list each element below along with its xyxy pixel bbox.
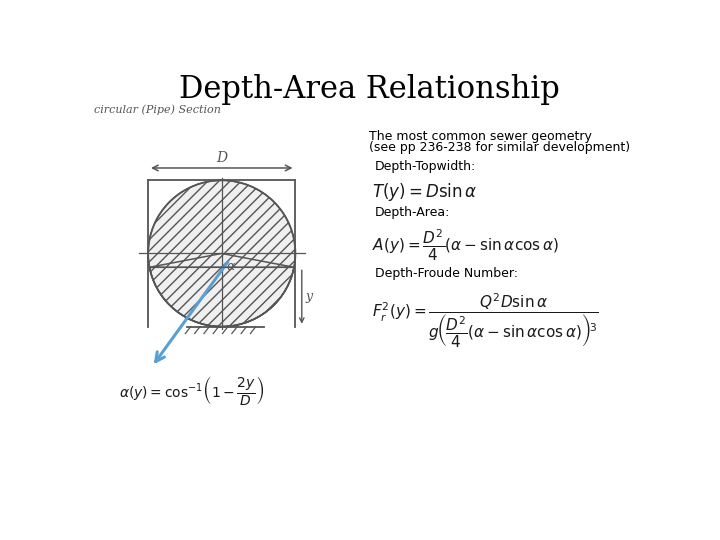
Text: Depth-Topwidth:: Depth-Topwidth: (375, 159, 477, 172)
Text: D: D (216, 151, 228, 165)
Polygon shape (148, 180, 295, 327)
Text: $A(y) = \dfrac{D^2}{4}(\alpha - \sin\alpha\cos\alpha)$: $A(y) = \dfrac{D^2}{4}(\alpha - \sin\alp… (372, 227, 559, 263)
Text: The most common sewer geometry: The most common sewer geometry (369, 130, 592, 143)
Text: (see pp 236-238 for similar development): (see pp 236-238 for similar development) (369, 141, 630, 154)
Text: $T(y) = D\sin\alpha$: $T(y) = D\sin\alpha$ (372, 181, 477, 203)
Text: $\alpha(y) = \cos^{-1}\!\left(1 - \dfrac{2y}{D}\right)$: $\alpha(y) = \cos^{-1}\!\left(1 - \dfrac… (120, 374, 265, 407)
Text: Depth-Froude Number:: Depth-Froude Number: (375, 267, 518, 280)
Text: Depth-Area:: Depth-Area: (375, 206, 451, 219)
Text: $\alpha$: $\alpha$ (226, 260, 236, 273)
Text: $F_r^2(y) = \dfrac{Q^2 D\sin\alpha}{g\!\left(\dfrac{D^2}{4}(\alpha - \sin\alpha\: $F_r^2(y) = \dfrac{Q^2 D\sin\alpha}{g\!\… (372, 292, 598, 350)
Text: Depth-Area Relationship: Depth-Area Relationship (179, 74, 559, 105)
Text: y: y (306, 291, 312, 303)
Text: circular (Pipe) Section: circular (Pipe) Section (94, 105, 221, 116)
